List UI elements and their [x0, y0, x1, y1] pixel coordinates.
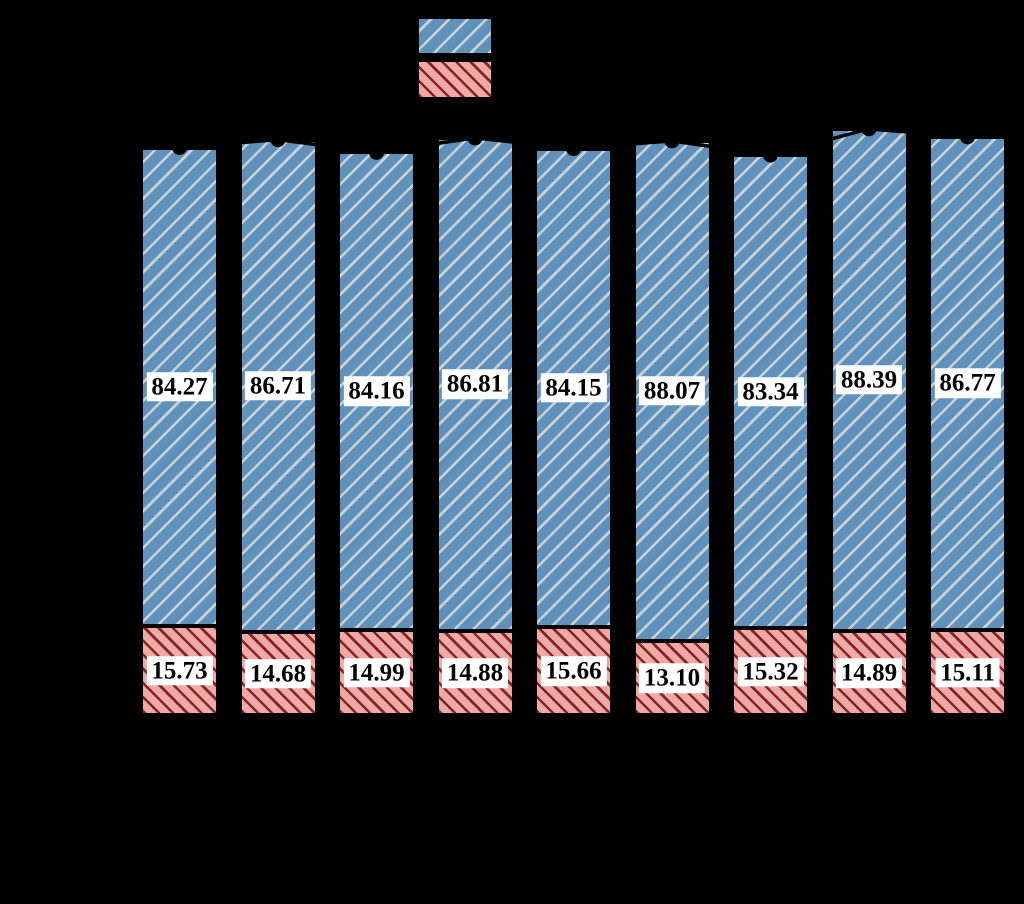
bar-7-segment-pink: 15.32: [732, 628, 809, 716]
bar-1-segment-pink: 15.73: [141, 626, 218, 716]
bar-6-blue-value-label: 88.07: [638, 376, 706, 406]
bar-5-segment-pink: 15.66: [535, 626, 612, 716]
bar-4-blue-value-label: 86.81: [441, 369, 509, 400]
bar-9-segment-pink: 15.11: [929, 629, 1006, 716]
bar-5-blue-value-label: 84.15: [540, 372, 607, 403]
bar-2-segment-pink: 14.68: [239, 632, 317, 716]
bar-3-blue-value-label: 84.16: [343, 376, 410, 407]
bar-6-pink-value-label: 13.10: [638, 663, 706, 694]
bar-4-segment-pink: 14.88: [436, 630, 514, 716]
bar-1-segment-blue: 84.27: [141, 147, 218, 627]
legend-swatch-blue-hatched: [419, 19, 491, 53]
bar-2-pink-value-label: 14.68: [244, 659, 312, 689]
bar-6-segment-pink: 13.10: [633, 641, 711, 716]
bar-1-pink-value-label: 15.73: [146, 656, 213, 686]
bar-9-pink-value-label: 15.11: [935, 657, 1000, 688]
bar-2-blue-value-label: 86.71: [244, 371, 312, 401]
bar-1-blue-value-label: 84.27: [146, 372, 213, 402]
bar-8-segment-pink: 14.89: [830, 630, 908, 716]
bar-4-segment-blue: 86.81: [436, 137, 514, 631]
bar-3-pink-value-label: 14.99: [343, 658, 410, 688]
bar-5-segment-blue: 84.15: [535, 148, 612, 627]
bar-9-segment-blue: 86.77: [929, 136, 1006, 630]
bar-7-segment-blue: 83.34: [732, 155, 809, 629]
legend-swatch-pink-hatched: [419, 62, 491, 97]
bar-2-segment-blue: 86.71: [239, 139, 317, 633]
bar-6-segment-blue: 88.07: [633, 140, 711, 642]
bar-8-blue-value-label: 88.39: [835, 365, 903, 395]
bar-5-pink-value-label: 15.66: [540, 656, 607, 686]
bar-3-segment-blue: 84.16: [338, 152, 415, 631]
bar-8-pink-value-label: 14.89: [835, 658, 903, 688]
bar-7-blue-value-label: 83.34: [737, 377, 804, 407]
bar-9-blue-value-label: 86.77: [934, 368, 1001, 398]
bar-3-segment-pink: 14.99: [338, 630, 415, 716]
bar-4-pink-value-label: 14.88: [441, 658, 509, 688]
bar-8-segment-blue: 88.39: [830, 128, 908, 631]
bar-7-pink-value-label: 15.32: [737, 657, 804, 687]
